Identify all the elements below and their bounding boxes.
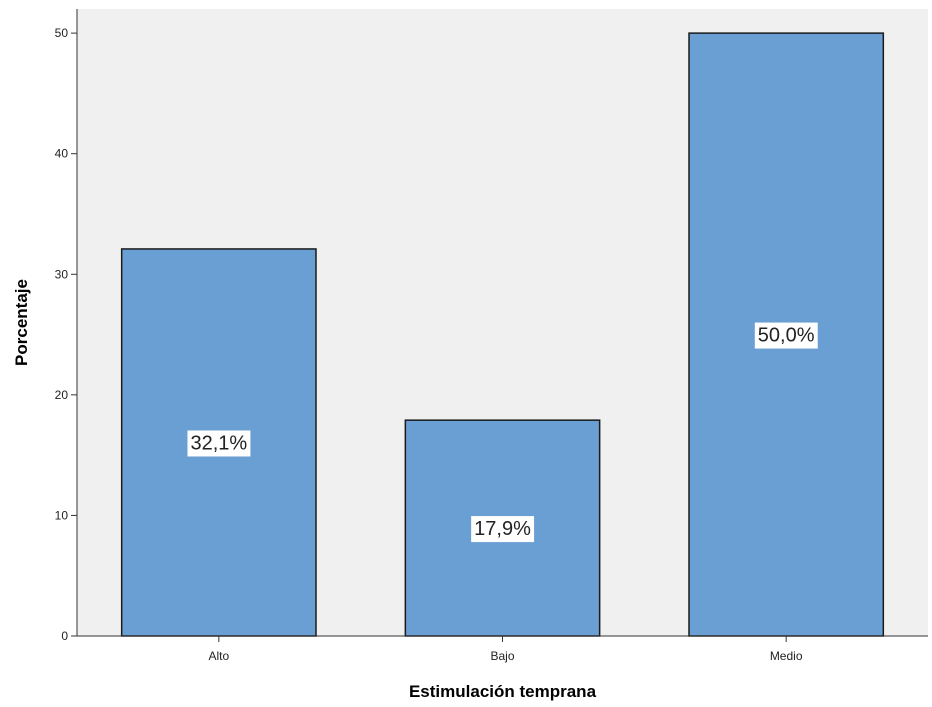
- y-tick-label: 10: [55, 508, 69, 522]
- y-axis: 0 10 20 30 40 50: [55, 9, 78, 643]
- data-label-medio: 50,0%: [754, 322, 818, 349]
- y-tick-label: 0: [61, 629, 68, 643]
- x-tick-label: Alto: [208, 649, 229, 663]
- x-tick-label: Bajo: [490, 649, 514, 663]
- data-label-box: [754, 322, 818, 349]
- x-tick-label: Medio: [770, 649, 803, 663]
- x-axis: Alto Bajo Medio: [77, 635, 928, 663]
- data-labels-group: 32,1% 17,9% 50,0%: [187, 322, 818, 543]
- data-label-alto: 32,1%: [187, 430, 251, 457]
- y-tick-label: 30: [55, 267, 69, 281]
- data-label-text: 50,0%: [758, 325, 815, 347]
- data-label-text: 32,1%: [190, 432, 247, 454]
- x-axis-title: Estimulación temprana: [409, 682, 597, 701]
- y-tick-label: 40: [55, 147, 69, 161]
- y-tick-label: 20: [55, 388, 69, 402]
- data-label-box: [187, 430, 251, 457]
- data-label-bajo: 17,9%: [471, 516, 535, 543]
- data-label-text: 17,9%: [474, 518, 531, 540]
- data-label-box: [471, 516, 535, 543]
- y-axis-title: Porcentaje: [12, 279, 31, 366]
- y-tick-label: 50: [55, 26, 69, 40]
